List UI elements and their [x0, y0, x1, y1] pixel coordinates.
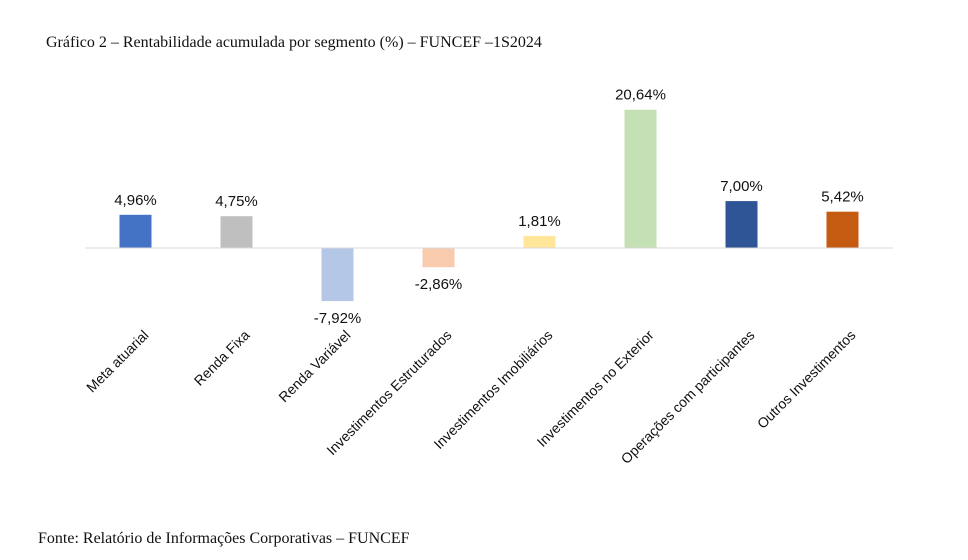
bar-4	[422, 248, 455, 268]
category-label-3: Renda Variável	[275, 327, 353, 405]
value-label-1: 4,96%	[114, 192, 157, 209]
category-label-1: Meta atuarial	[83, 327, 152, 396]
category-label-6: Investimentos no Exterior	[534, 327, 657, 450]
category-label-2: Renda Fixa	[191, 327, 253, 389]
value-label-7: 7,00%	[720, 178, 763, 195]
bar-1	[119, 214, 152, 248]
value-label-6: 20,64%	[615, 87, 666, 104]
value-labels-group: 4,96% 4,75% -7,92% -2,86% 1,81% 20,64% 7,00% 5,…	[114, 87, 864, 327]
source-note: Fonte: Relatório de Informações Corporat…	[38, 530, 410, 547]
bar-8	[826, 211, 859, 248]
value-label-2: 4,75%	[215, 193, 258, 210]
bars-group	[119, 109, 859, 302]
bar-5	[523, 235, 556, 248]
category-label-5: Investimentos Imobiliários	[430, 327, 555, 452]
bar-3	[321, 248, 354, 302]
value-label-4: -2,86%	[415, 276, 463, 293]
bar-2	[220, 216, 253, 248]
category-label-8: Outros Investimentos	[754, 327, 859, 432]
value-label-5: 1,81%	[518, 213, 561, 230]
bar-7	[725, 201, 758, 248]
value-label-3: -7,92%	[314, 310, 362, 327]
value-label-8: 5,42%	[821, 189, 864, 206]
chart-title: Gráfico 2 – Rentabilidade acumulada por …	[46, 34, 542, 51]
bar-chart: 4,96% 4,75% -7,92% -2,86% 1,81% 20,64% 7,00% 5,…	[83, 87, 893, 467]
category-labels-group: Meta atuarial Renda Fixa Renda Variável Inv…	[83, 327, 859, 467]
bar-6	[624, 109, 657, 248]
